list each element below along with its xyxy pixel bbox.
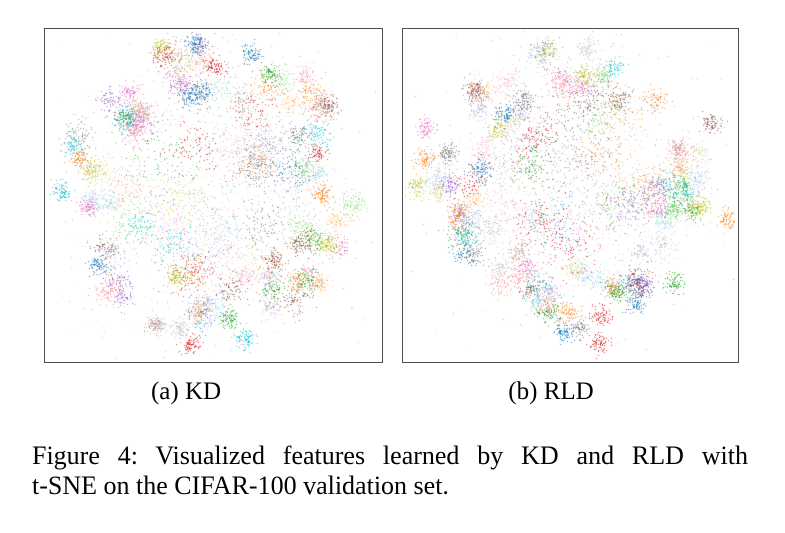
figure-caption: Figure 4: Visualized features learned by… [32, 441, 748, 501]
tsne-scatter-rld [403, 29, 738, 362]
tsne-scatter-kd [45, 29, 382, 362]
figure-caption-line-1: Figure 4: Visualized features learned by… [32, 441, 748, 470]
tsne-panel-kd [44, 28, 383, 363]
tsne-panel-rld [402, 28, 739, 363]
subcaption-rld: (b) RLD [508, 378, 594, 405]
subcaption-kd: (a) KD [150, 378, 222, 405]
figure-caption-line-2: t-SNE on the CIFAR-100 validation set. [32, 471, 449, 500]
